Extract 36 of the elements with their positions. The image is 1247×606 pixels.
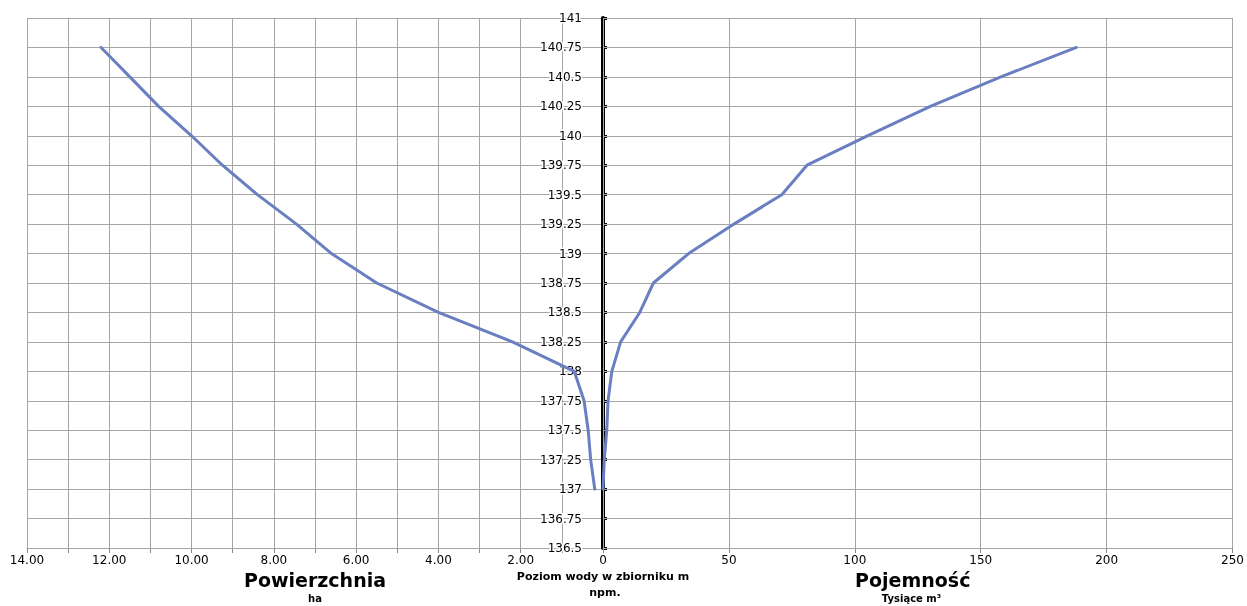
x-axis-title: Pojemność (855, 569, 971, 592)
y-axis-title: Poziom wody w zbiorniku m npm. (516, 569, 690, 599)
x-tick-label: 100 (843, 553, 867, 567)
y-tick-label: 139 (559, 246, 582, 261)
y-tick-label: 139.25 (540, 217, 582, 232)
y-tick-label: 137.25 (540, 452, 582, 467)
x-tick-label: 50 (721, 553, 737, 567)
y-tick-label: 136.75 (540, 511, 582, 526)
x-axis-title: Powierzchnia (243, 569, 387, 592)
x-tick-label: 150 (969, 553, 993, 567)
y-tick-label: 140.5 (547, 69, 582, 84)
x-tick-label: 0 (599, 553, 607, 567)
y-tick-label: 137.5 (547, 423, 582, 438)
x-tick-label: 12.00 (92, 553, 127, 567)
x-tick-label: 14.00 (9, 553, 45, 567)
x-tick-label: 250 (1221, 553, 1244, 567)
y-tick-label: 137.75 (540, 393, 582, 408)
x-tick-label: 200 (1095, 553, 1119, 567)
y-tick-label: 140.75 (540, 40, 582, 55)
x-tick-label: 10.00 (174, 553, 209, 567)
y-tick-label: 139.5 (547, 187, 582, 202)
x-tick-label: 6.00 (342, 553, 370, 567)
y-tick-label: 138.25 (540, 334, 582, 349)
y-tick-label: 138.5 (547, 305, 582, 320)
x-tick-label: 4.00 (425, 553, 452, 567)
y-tick-label: 140 (559, 128, 582, 143)
y-tick-label: 138.75 (540, 276, 582, 290)
x-tick-label: 2.00 (507, 553, 535, 567)
x-tick-label: 8.00 (260, 553, 288, 567)
y-tick-label: 137 (559, 482, 582, 497)
y-tick-label: 141 (559, 11, 582, 25)
text: Tysiące m³ (881, 592, 942, 604)
text: ha (308, 592, 322, 604)
y-tick-label: 140.25 (540, 99, 582, 114)
y-tick-label: 136.5 (547, 541, 582, 555)
y-tick-label: 139.75 (540, 158, 582, 173)
